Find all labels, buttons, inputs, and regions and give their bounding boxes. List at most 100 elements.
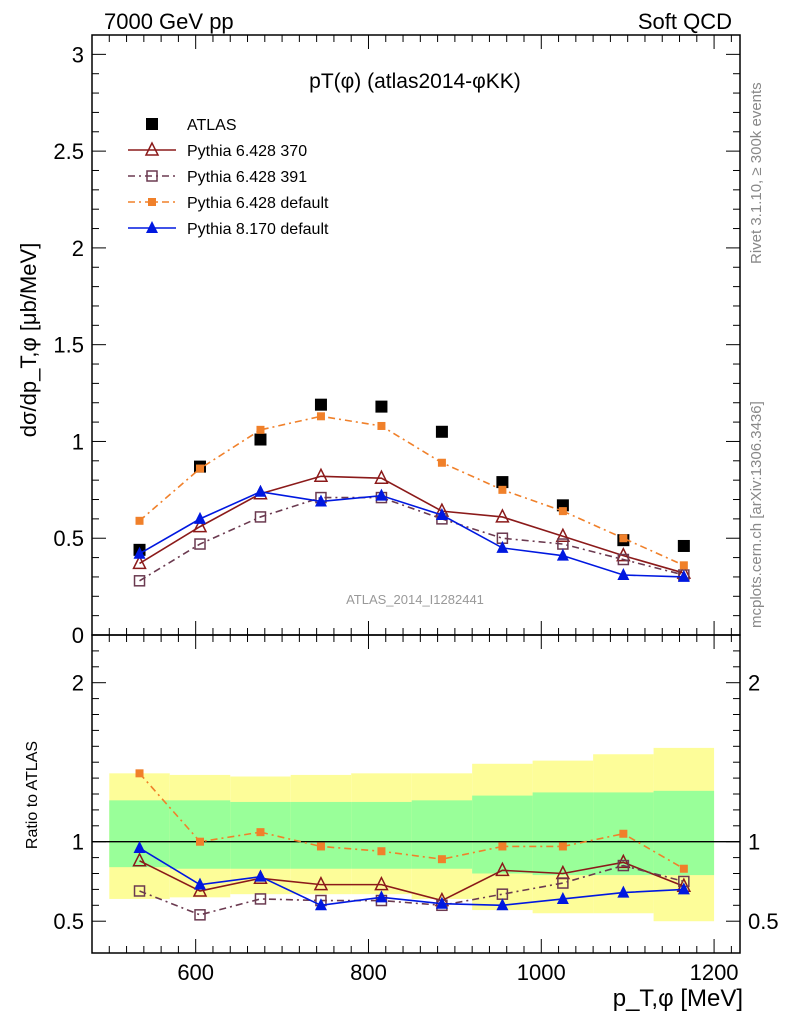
y-tick-label: 0.5 xyxy=(53,526,84,551)
ratio-point-3-2 xyxy=(254,869,267,882)
data-point-3-2 xyxy=(256,425,265,434)
y-tick-label: 2.5 xyxy=(53,139,84,164)
legend-marker-3 xyxy=(148,198,156,206)
data-point-4-0 xyxy=(133,546,146,559)
data-point-4-8 xyxy=(617,568,630,580)
uncertainty-band-green xyxy=(351,801,412,869)
x-tick-label: 600 xyxy=(177,960,214,985)
ratio-line-2 xyxy=(138,772,685,870)
legend-marker-1 xyxy=(144,141,160,156)
ratio-point-2-3 xyxy=(316,842,325,851)
x-tick-label: 1200 xyxy=(690,960,739,985)
data-point-4-5 xyxy=(435,508,448,520)
data-point-1-0 xyxy=(132,554,147,570)
data-point-0-6 xyxy=(496,476,509,489)
ratio-point-3-5 xyxy=(435,896,448,909)
ratio-point-3-9 xyxy=(677,882,690,895)
ratio-point-3-3 xyxy=(314,898,327,911)
ratio-point-1-1 xyxy=(194,909,206,921)
data-point-4-2 xyxy=(254,484,267,497)
data-point-1-3 xyxy=(313,467,329,483)
data-point-2-1 xyxy=(194,538,206,550)
ratio-point-3-6 xyxy=(496,898,509,911)
data-point-3-1 xyxy=(196,464,204,473)
ratio-point-2-9 xyxy=(679,864,688,873)
ratio-point-2-1 xyxy=(196,837,204,846)
ratio-point-2-8 xyxy=(619,829,628,838)
data-point-1-7 xyxy=(555,527,571,543)
data-point-2-8 xyxy=(617,553,630,566)
data-point-2-0 xyxy=(133,575,146,587)
ratio-y-tick-label: 0.5 xyxy=(53,909,84,934)
ratio-y-tick-label: 1 xyxy=(72,830,84,855)
uncertainty-band-green xyxy=(169,800,231,869)
main-y-axis-label: dσ/dp_T,φ [μb/MeV] xyxy=(16,243,41,438)
ratio-point-3-7 xyxy=(556,891,569,904)
data-point-4-9 xyxy=(677,569,690,582)
ratio-point-1-7 xyxy=(557,877,569,889)
uncertainty-band-green xyxy=(290,801,352,869)
ratio-point-0-4 xyxy=(374,875,389,891)
legend-marker-4 xyxy=(146,221,158,233)
ratio-y-axis-label: Ratio to ATLAS xyxy=(24,741,41,849)
legend-label-1: Pythia 6.428 370 xyxy=(187,143,307,160)
analysis-watermark: ATLAS_2014_I1282441 xyxy=(346,592,484,607)
main-plot-panel: 0 0.5 1 1.5 2 2.5 3 pT(φ) (atlas2014-φKK) ATLA… xyxy=(16,34,741,648)
series-line-2 xyxy=(139,496,685,582)
data-point-0-9 xyxy=(677,539,690,552)
legend-marker-2 xyxy=(146,170,158,182)
legend-label-4: Pythia 8.170 default xyxy=(187,221,329,238)
data-point-3-3 xyxy=(316,412,325,421)
ratio-point-1-0 xyxy=(133,885,146,897)
data-point-3-6 xyxy=(498,485,507,494)
ratio-point-0-1 xyxy=(192,882,208,897)
main-plot-title: pT(φ) (atlas2014-φKK) xyxy=(309,70,521,93)
series-line-4 xyxy=(139,490,684,578)
data-point-3-4 xyxy=(377,421,386,430)
data-point-1-6 xyxy=(495,508,510,523)
ratio-point-3-1 xyxy=(194,877,206,890)
y-tick-label: 1 xyxy=(72,429,84,454)
ratio-point-2-7 xyxy=(558,842,567,851)
uncertainty-band-green xyxy=(109,800,170,868)
ratio-point-2-5 xyxy=(437,855,446,864)
data-point-0-2 xyxy=(254,433,267,446)
data-point-0-5 xyxy=(435,425,448,438)
ratio-point-3-4 xyxy=(375,890,388,903)
ratio-y-tick-label: 2 xyxy=(72,671,84,696)
ratio-point-2-4 xyxy=(377,847,386,856)
ratio-point-1-2 xyxy=(254,893,267,905)
legend-marker-0 xyxy=(146,118,158,130)
data-point-0-3 xyxy=(314,398,327,411)
data-point-4-6 xyxy=(496,540,509,553)
x-tick-label: 800 xyxy=(350,960,387,985)
ratio-point-2-6 xyxy=(498,842,507,851)
header-left: 7000 GeV pp xyxy=(104,9,234,34)
data-point-3-0 xyxy=(135,516,144,525)
data-point-4-3 xyxy=(314,494,327,507)
ratio-point-3-8 xyxy=(617,885,630,898)
ratio-point-1-8 xyxy=(617,859,630,872)
data-point-4-4 xyxy=(375,488,388,501)
mcplots-label: mcplots.cern.ch [arXiv:1306.3436] xyxy=(748,401,765,628)
y-tick-label: 0 xyxy=(72,623,84,648)
x-axis-label: p_T,φ [MeV] xyxy=(613,985,743,1012)
ratio-y-tick-label-right: 2 xyxy=(748,671,760,696)
ratio-point-0-8 xyxy=(616,853,631,869)
legend-label-2: Pythia 6.428 391 xyxy=(187,169,307,186)
data-point-2-2 xyxy=(254,511,267,523)
ratio-point-2-2 xyxy=(256,828,265,837)
ratio-point-2-0 xyxy=(135,769,144,778)
legend-label-0: ATLAS xyxy=(187,117,237,134)
legend: ATLAS Pythia 6.428 370 Pythia 6.428 391 Pyt… xyxy=(128,117,329,238)
header-right: Soft QCD xyxy=(638,9,732,34)
data-point-0-4 xyxy=(375,400,388,413)
ratio-line-0 xyxy=(139,860,685,902)
legend-label-3: Pythia 6.428 default xyxy=(187,195,329,212)
y-tick-label: 1.5 xyxy=(53,333,84,358)
data-point-3-7 xyxy=(558,507,567,516)
series-line-1 xyxy=(139,475,685,574)
data-point-3-8 xyxy=(619,534,628,543)
